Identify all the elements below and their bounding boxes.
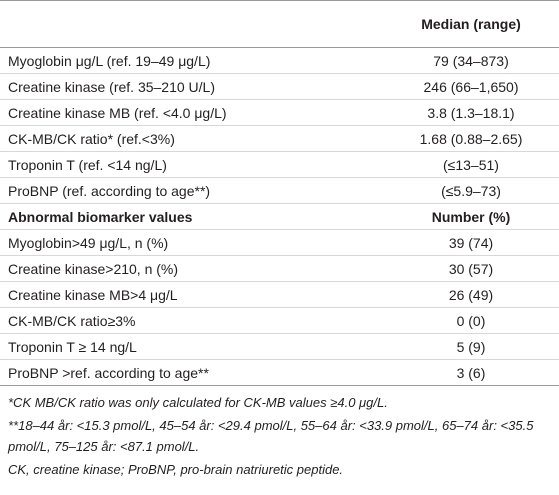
data-table: Median (range) Myoglobin μg/L (ref. 19–4…	[0, 0, 559, 386]
table-row: ProBNP >ref. according to age** 3 (6)	[0, 359, 559, 386]
row-value: 39 (74)	[383, 229, 559, 256]
table-row: Creatine kinase>210, n (%) 30 (57)	[0, 255, 559, 282]
row-value: (≤13–51)	[383, 151, 559, 178]
row-label: CK-MB/CK ratio* (ref.<3%)	[0, 125, 383, 152]
table-body: Median (range) Myoglobin μg/L (ref. 19–4…	[0, 0, 559, 386]
row-value: (≤5.9–73)	[383, 177, 559, 204]
row-label: CK-MB/CK ratio≥3%	[0, 307, 383, 334]
table-row: Myoglobin μg/L (ref. 19–49 μg/L) 79 (34–8…	[0, 47, 559, 74]
row-label: Creatine kinase>210, n (%)	[0, 255, 383, 282]
footnotes: *CK MB/CK ratio was only calculated for …	[0, 386, 559, 480]
row-label: ProBNP >ref. according to age**	[0, 359, 383, 386]
row-value: 246 (66–1,650)	[383, 73, 559, 100]
row-label: ProBNP (ref. according to age**)	[0, 177, 383, 204]
section-label: Abnormal biomarker values	[0, 203, 383, 230]
row-label: Myoglobin μg/L (ref. 19–49 μg/L)	[0, 47, 383, 74]
row-label: Troponin T (ref. <14 ng/L)	[0, 151, 383, 178]
header-cell	[0, 0, 383, 48]
table-row: CK-MB/CK ratio* (ref.<3%) 1.68 (0.88–2.65…	[0, 125, 559, 152]
row-value: 79 (34–873)	[383, 47, 559, 74]
header-cell: Median (range)	[383, 0, 559, 48]
row-label: Creatine kinase MB>4 μg/L	[0, 281, 383, 308]
footnote: **18–44 år: <15.3 pmol/L, 45–54 år: <29.…	[8, 417, 534, 455]
section-value-header: Number (%)	[383, 203, 559, 230]
row-value: 3.8 (1.3–18.1)	[383, 99, 559, 126]
row-label: Creatine kinase (ref. 35–210 U/L)	[0, 73, 383, 100]
table-row: Troponin T (ref. <14 ng/L) (≤13–51)	[0, 151, 559, 178]
row-label: Myoglobin>49 μg/L, n (%)	[0, 229, 383, 256]
header-row: Median (range)	[0, 0, 559, 48]
row-label: Creatine kinase MB (ref. <4.0 μg/L)	[0, 99, 383, 126]
row-value: 26 (49)	[383, 281, 559, 308]
footnote: CK, creatine kinase; ProBNP, pro-brain n…	[8, 461, 344, 477]
table-row: Creatine kinase (ref. 35–210 U/L) 246 (66…	[0, 73, 559, 100]
table-row: ProBNP (ref. according to age**) (≤5.9–73…	[0, 177, 559, 204]
row-value: 1.68 (0.88–2.65)	[383, 125, 559, 152]
row-value: 5 (9)	[383, 333, 559, 360]
table-row: Myoglobin>49 μg/L, n (%) 39 (74)	[0, 229, 559, 256]
table-row: Troponin T ≥ 14 ng/L 5 (9)	[0, 333, 559, 360]
row-value: 3 (6)	[383, 359, 559, 386]
section-row: Abnormal biomarker values Number (%)	[0, 203, 559, 230]
footnote: *CK MB/CK ratio was only calculated for …	[8, 395, 388, 410]
row-value: 30 (57)	[383, 255, 559, 282]
table-row: Creatine kinase MB (ref. <4.0 μg/L) 3.8 (…	[0, 99, 559, 126]
table-row: Creatine kinase MB>4 μg/L 26 (49)	[0, 281, 559, 308]
row-label: Troponin T ≥ 14 ng/L	[0, 333, 383, 360]
table-row: CK-MB/CK ratio≥3% 0 (0)	[0, 307, 559, 334]
row-value: 0 (0)	[383, 307, 559, 334]
